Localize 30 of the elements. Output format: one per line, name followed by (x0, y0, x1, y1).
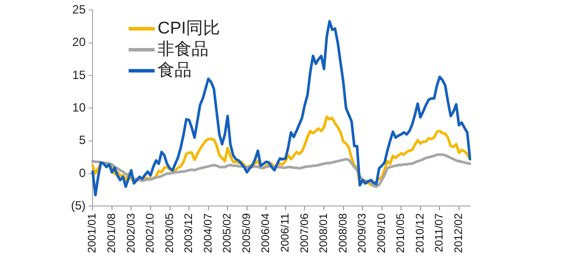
x-tick-label: 2005/09 (240, 213, 253, 254)
x-tick-label: 2012/02 (453, 213, 466, 254)
x-tick-label: 2004/07 (202, 213, 214, 254)
x-tick-label: 2009/10 (376, 213, 388, 254)
x-tick-label: 2011/07 (434, 213, 446, 252)
x-tick-label: 2003/12 (183, 213, 196, 254)
x-tick-label: 2008/08 (337, 213, 350, 254)
y-tick-label: 10 (72, 100, 86, 115)
x-tick-label: 2006/11 (279, 213, 292, 252)
x-tick-label: 2002/10 (144, 213, 157, 254)
x-tick-label: 2002/03 (125, 213, 138, 254)
x-tick-label: 2007/06 (298, 213, 311, 254)
y-tick-label: 15 (72, 68, 86, 82)
y-tick-label: (5) (70, 198, 86, 213)
legend-label: 非食品 (158, 39, 209, 58)
x-tick-label: 2001/08 (106, 213, 118, 254)
x-tick-label: 2008/01 (318, 213, 330, 254)
legend-label: CPI同比 (158, 18, 220, 38)
x-tick-label: 2001/01 (86, 213, 99, 254)
y-tick-label: 25 (72, 2, 86, 17)
x-tick-label: 2010/05 (395, 213, 408, 254)
x-tick-label: 2006/04 (260, 213, 272, 254)
x-tick-label: 2009/03 (356, 213, 369, 254)
y-tick-label: 0 (78, 166, 86, 180)
x-tick-label: 2003/05 (164, 213, 176, 254)
legend-label: 食品 (158, 60, 192, 80)
x-tick-label: 2005/02 (222, 213, 234, 254)
x-tick-label: 2010/12 (414, 213, 426, 254)
y-tick-label: 20 (72, 35, 86, 50)
y-tick-label: 5 (78, 133, 86, 148)
